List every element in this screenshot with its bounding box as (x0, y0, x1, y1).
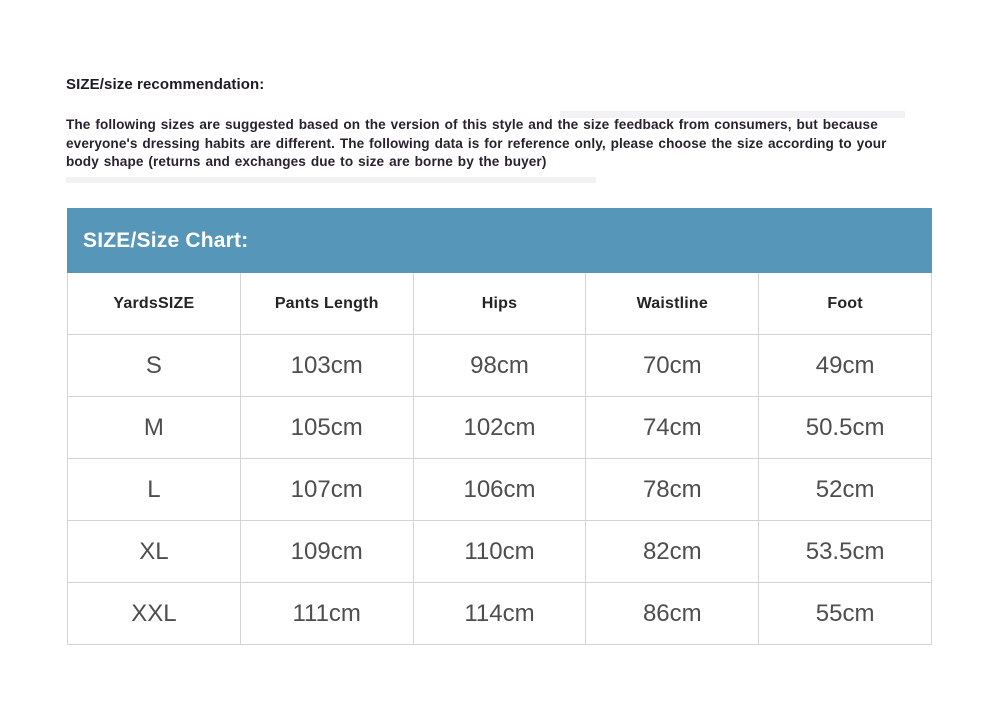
background-artifact (560, 111, 905, 118)
size-cell: XL (67, 520, 241, 583)
column-header: YardsSIZE (67, 273, 241, 335)
measurement-cell: 98cm (412, 334, 587, 397)
measurement-cell: 50.5cm (758, 396, 932, 459)
measurement-cell: 114cm (412, 582, 587, 645)
measurement-cell: 106cm (412, 458, 587, 521)
size-chart-title: SIZE/Size Chart: (83, 228, 249, 252)
measurement-cell: 86cm (585, 582, 760, 645)
column-header: Pants Length (239, 273, 414, 335)
measurement-cell: 107cm (239, 458, 414, 521)
column-header: Hips (412, 273, 587, 335)
table-row: S 103cm 98cm 70cm 49cm (67, 334, 932, 397)
size-chart-table: YardsSIZE Pants Length Hips Waistline Foot S… (67, 273, 932, 645)
size-recommendation-heading: SIZE/size recommendation: (66, 76, 265, 93)
table-row: M 105cm 102cm 74cm 50.5cm (67, 396, 932, 459)
size-recommendation-text: The following sizes are suggested based … (66, 117, 887, 170)
measurement-cell: 78cm (585, 458, 760, 521)
measurement-cell: 55cm (758, 582, 932, 645)
measurement-cell: 105cm (239, 396, 414, 459)
column-header: Foot (758, 273, 932, 335)
measurement-cell: 109cm (239, 520, 414, 583)
measurement-cell: 52cm (758, 458, 932, 521)
table-header-row: YardsSIZE Pants Length Hips Waistline Foot (67, 273, 932, 335)
measurement-cell: 110cm (412, 520, 587, 583)
size-chart-title-bar: SIZE/Size Chart: (67, 208, 932, 273)
measurement-cell: 53.5cm (758, 520, 932, 583)
column-header: Waistline (585, 273, 760, 335)
measurement-cell: 74cm (585, 396, 760, 459)
table-row: XXL 111cm 114cm 86cm 55cm (67, 582, 932, 645)
table-row: XL 109cm 110cm 82cm 53.5cm (67, 520, 932, 583)
measurement-cell: 49cm (758, 334, 932, 397)
measurement-cell: 102cm (412, 396, 587, 459)
measurement-cell: 111cm (239, 582, 414, 645)
size-cell: XXL (67, 582, 241, 645)
measurement-cell: 70cm (585, 334, 760, 397)
background-artifact (66, 177, 596, 183)
measurement-cell: 82cm (585, 520, 760, 583)
size-cell: M (67, 396, 241, 459)
table-body: S 103cm 98cm 70cm 49cm M 105cm 102cm 74cm 50.5cm L… (67, 334, 932, 645)
size-cell: S (67, 334, 241, 397)
table-row: L 107cm 106cm 78cm 52cm (67, 458, 932, 521)
measurement-cell: 103cm (239, 334, 414, 397)
size-cell: L (67, 458, 241, 521)
